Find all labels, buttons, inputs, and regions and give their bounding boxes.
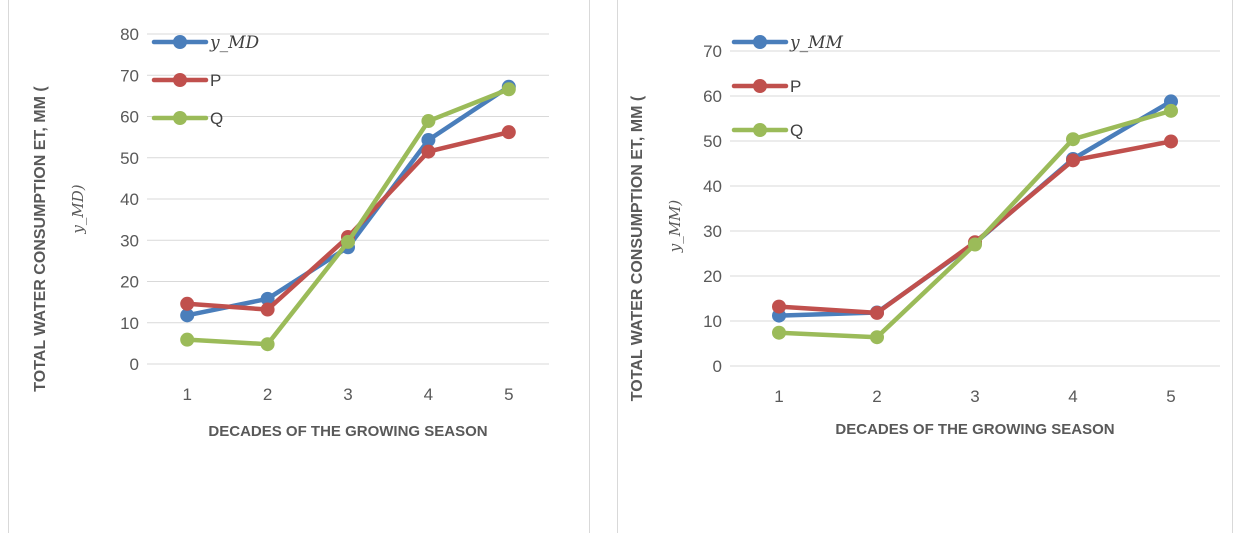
series-line-1 bbox=[776, 139, 1174, 316]
legend-label: 𝑦_𝑀𝐷 bbox=[209, 33, 260, 53]
legend-label: P bbox=[210, 71, 221, 90]
y-tick-label: 10 bbox=[120, 314, 139, 333]
y-tick-label: 20 bbox=[703, 267, 722, 286]
x-tick-label: 2 bbox=[263, 385, 272, 404]
data-point bbox=[1164, 103, 1178, 118]
x-tick-label: 3 bbox=[970, 387, 979, 406]
data-point bbox=[501, 82, 516, 97]
y-tick-label: 0 bbox=[713, 357, 722, 376]
data-point bbox=[180, 332, 195, 347]
y-tick-label: 70 bbox=[120, 66, 139, 85]
chart-panel-right: 0 10 20 30 40 50 60 70 1 2 3 4 5 𝑦_𝑀M P Q DECADES OF THE… bbox=[617, 0, 1233, 533]
x-tick-label: 1 bbox=[182, 385, 191, 404]
data-point bbox=[421, 133, 436, 148]
line-chart-right: 0 10 20 30 40 50 60 70 1 2 3 4 5 𝑦_𝑀M P Q DECADES OF THE… bbox=[629, 33, 1220, 438]
y-tick-label: 80 bbox=[120, 25, 139, 44]
x-tick-label: 4 bbox=[1068, 387, 1077, 406]
x-tick-label: 5 bbox=[1166, 387, 1175, 406]
legend-swatch-marker bbox=[753, 79, 767, 93]
data-point bbox=[260, 302, 275, 317]
y-tick-label: 50 bbox=[120, 149, 139, 168]
legend-swatch-marker bbox=[173, 35, 187, 49]
data-point bbox=[341, 234, 355, 249]
data-point bbox=[180, 308, 195, 323]
y-tick-label: 30 bbox=[703, 222, 722, 241]
data-point bbox=[501, 125, 516, 140]
y-tick-label: 60 bbox=[120, 108, 139, 127]
data-point bbox=[772, 325, 786, 340]
y-tick-label: 10 bbox=[703, 312, 722, 331]
x-tick-label: 3 bbox=[343, 385, 352, 404]
legend-swatch-marker bbox=[753, 123, 767, 137]
legend-swatch-marker bbox=[173, 111, 187, 125]
legend-label: P bbox=[790, 77, 801, 96]
x-tick-label: 5 bbox=[504, 385, 513, 404]
series-line-1 bbox=[184, 129, 512, 312]
legend-swatch-marker bbox=[173, 73, 187, 87]
y-tick-label: 0 bbox=[130, 355, 139, 374]
legend-label: Q bbox=[210, 109, 223, 128]
y-axis-title-line2: 𝑦_𝑀M) bbox=[666, 200, 684, 254]
y-tick-label: 70 bbox=[703, 42, 722, 61]
data-point bbox=[870, 305, 884, 320]
data-point bbox=[968, 237, 982, 252]
y-tick-label: 50 bbox=[703, 132, 722, 151]
x-axis-title: DECADES OF THE GROWING SEASON bbox=[208, 423, 487, 440]
y-axis-title-line2: 𝑦_𝑀𝐷) bbox=[69, 184, 87, 234]
data-point bbox=[772, 299, 786, 314]
y-axis-title: TOTAL WATER CONSUMPTION ET, MM ( bbox=[629, 95, 646, 401]
data-point bbox=[1066, 153, 1080, 168]
x-tick-label: 1 bbox=[774, 387, 783, 406]
series-line-2 bbox=[776, 108, 1174, 340]
y-axis-title: TOTAL WATER CONSUMPTION ET, MM ( bbox=[32, 86, 49, 392]
y-tick-label: 30 bbox=[120, 231, 139, 250]
y-tick-label: 40 bbox=[120, 190, 139, 209]
legend-label: Q bbox=[790, 121, 803, 140]
data-point bbox=[421, 144, 436, 159]
data-point bbox=[1066, 132, 1080, 147]
legend-label: 𝑦_𝑀M bbox=[789, 33, 844, 53]
x-tick-label: 2 bbox=[872, 387, 881, 406]
x-axis-title: DECADES OF THE GROWING SEASON bbox=[835, 421, 1114, 438]
data-point bbox=[1164, 134, 1178, 149]
y-tick-label: 60 bbox=[703, 87, 722, 106]
series-line-0 bbox=[776, 99, 1174, 318]
chart-panel-left: 0 10 20 30 40 50 60 70 80 1 2 3 4 5 𝑦_𝑀𝐷 P Q DECADES OF T… bbox=[8, 0, 590, 533]
data-point bbox=[180, 296, 195, 311]
y-tick-label: 40 bbox=[703, 177, 722, 196]
y-tick-label: 20 bbox=[120, 273, 139, 292]
legend-swatch-marker bbox=[753, 35, 767, 49]
data-point bbox=[260, 337, 275, 352]
data-point bbox=[260, 291, 275, 306]
data-point bbox=[421, 114, 436, 129]
x-tick-label: 4 bbox=[424, 385, 433, 404]
data-point bbox=[870, 330, 884, 345]
line-chart-left: 0 10 20 30 40 50 60 70 80 1 2 3 4 5 𝑦_𝑀𝐷 PQ DECADES OF T… bbox=[32, 25, 549, 440]
